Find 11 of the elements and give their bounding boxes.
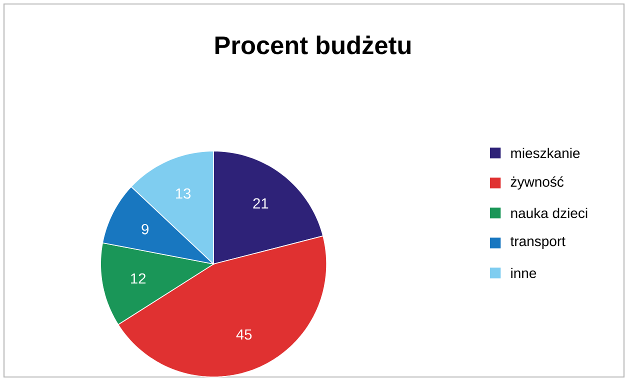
legend-label: nauka dzieci [511, 208, 588, 218]
chart-title: Procent budżetu [215, 36, 411, 54]
legend-label: transport [510, 237, 566, 249]
legend-label: mieszkanie [511, 148, 580, 158]
legend-label: inne [511, 268, 536, 278]
legend-label: żywność [510, 176, 564, 190]
data-label: 13 [176, 188, 191, 199]
data-label: 21 [253, 198, 268, 208]
data-label: 9 [142, 224, 148, 234]
data-label: 12 [131, 273, 146, 284]
data-label: 45 [236, 329, 252, 340]
